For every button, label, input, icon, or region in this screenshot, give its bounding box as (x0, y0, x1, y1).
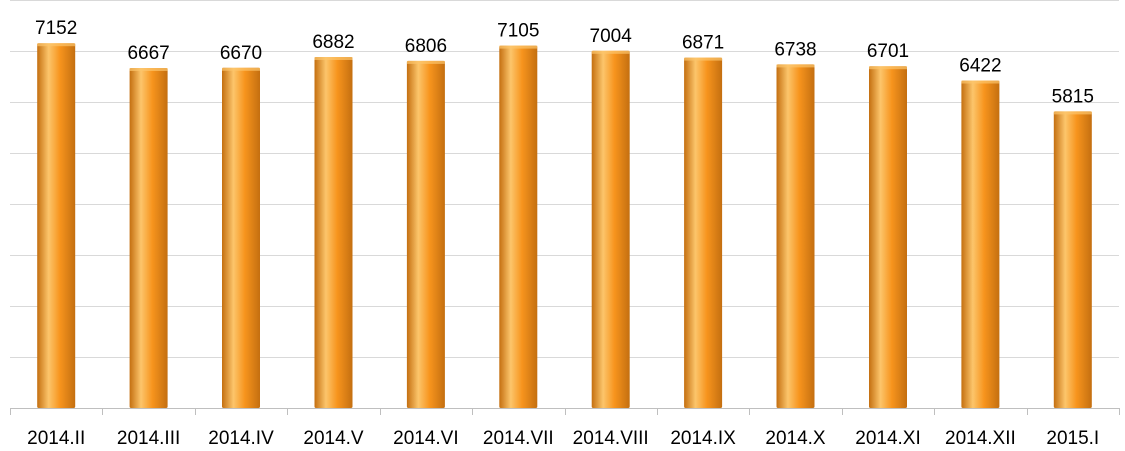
category-label-2014.X: 2014.X (765, 428, 826, 449)
bar-2014.X (776, 64, 815, 409)
category-label-2014.IV: 2014.IV (208, 428, 274, 449)
bar-cap-2014.XI (869, 66, 907, 70)
value-label-2014.VIII: 7004 (590, 26, 633, 47)
bars (37, 43, 1092, 409)
bar-2014.V (314, 57, 353, 408)
value-labels: 7152 6667 6670 6882 6806 7105 7004 6871 6738 6701… (35, 18, 1094, 107)
category-label-2014.V: 2014.V (303, 428, 364, 449)
value-label-2014.II: 7152 (35, 18, 77, 39)
bar-cap-2014.V (314, 57, 353, 60)
bar-cap-2014.VI (406, 60, 445, 64)
bar-cap-2014.XII (961, 80, 1000, 84)
bar-2014.IX (684, 57, 723, 408)
bar-2014.III (129, 68, 168, 408)
bar-cap-2015.I (1053, 111, 1092, 115)
bar-cap-2014.III (129, 68, 168, 71)
category-label-2014.XII: 2014.XII (945, 428, 1016, 449)
x-axis (10, 408, 1120, 415)
bar-cap-2014.II (37, 43, 76, 47)
bar-2014.XI (869, 66, 907, 408)
gridlines (10, 0, 1119, 358)
value-label-2014.III: 6667 (127, 43, 169, 64)
bar-2014.XII (961, 80, 1000, 408)
value-label-2014.XII: 6422 (959, 56, 1001, 77)
category-label-2015.I: 2015.I (1046, 428, 1099, 449)
bar-cap-2014.IV (222, 67, 260, 71)
category-label-2014.II: 2014.II (27, 428, 85, 449)
bar-cap-2014.IX (684, 57, 723, 61)
bar-2014.VI (406, 60, 445, 409)
value-label-2014.XI: 6701 (867, 41, 909, 62)
bar-2014.IV (222, 67, 260, 409)
bar-cap-2014.X (776, 64, 815, 68)
bar-2014.VIII (591, 50, 630, 409)
value-label-2014.VII: 7105 (497, 21, 539, 42)
category-label-2014.VII: 2014.VII (483, 428, 554, 449)
value-label-2015.I: 5815 (1052, 86, 1094, 107)
bar-2014.VII (499, 45, 538, 408)
value-label-2014.V: 6882 (312, 32, 354, 53)
category-label-2014.IX: 2014.IX (670, 428, 736, 449)
category-label-2014.III: 2014.III (117, 428, 180, 449)
category-labels: 2014.II 2014.III 2014.IV 2014.V 2014.VI 2014.… (27, 428, 1099, 449)
value-label-2014.VI: 6806 (405, 36, 447, 57)
bar-cap-2014.VIII (591, 50, 630, 54)
category-label-2014.XI: 2014.XI (855, 428, 921, 449)
value-label-2014.X: 6738 (774, 39, 816, 60)
category-label-2014.VIII: 2014.VIII (573, 428, 649, 449)
value-label-2014.IV: 6670 (220, 43, 262, 64)
category-label-2014.VI: 2014.VI (393, 428, 459, 449)
bar-2015.I (1053, 111, 1092, 409)
bar-2014.II (37, 43, 76, 408)
bar-cap-2014.VII (499, 45, 538, 49)
value-label-2014.IX: 6871 (682, 33, 724, 54)
